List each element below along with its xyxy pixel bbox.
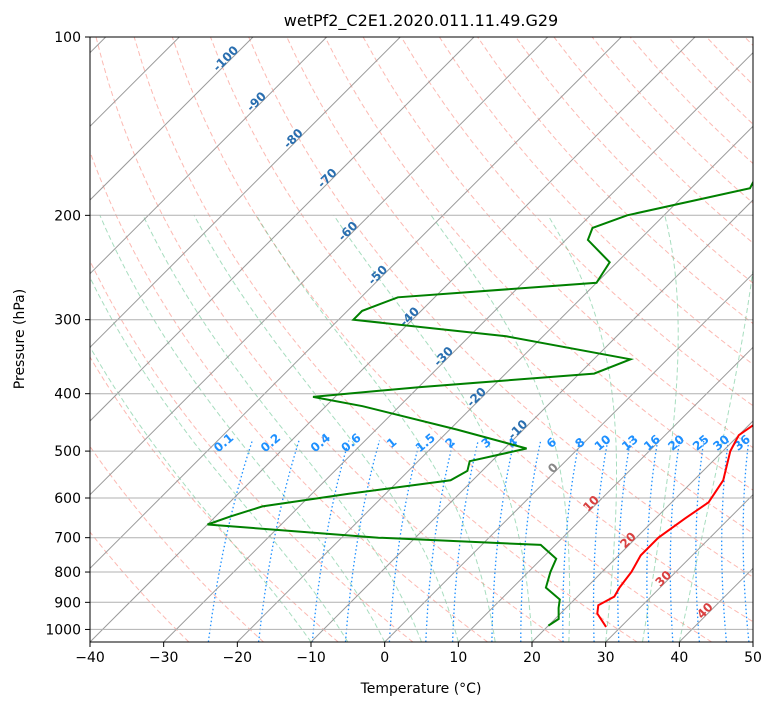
x-tick-label: −30 (149, 650, 179, 666)
y-tick-label: 900 (54, 595, 81, 611)
mixing-ratio-lines (207, 440, 750, 642)
isotherm-line (90, 37, 622, 570)
moist-adiabat-line (642, 215, 679, 642)
isotherm-line (457, 346, 753, 642)
isotherm-line (310, 199, 753, 642)
y-axis-title: Pressure (hPa) (12, 289, 28, 389)
x-tick-label: 40 (670, 650, 688, 666)
isotherm-line (90, 37, 254, 201)
isotherm-line (90, 37, 328, 275)
dry-adiabat-line (438, 37, 753, 366)
mixing-ratio-line (669, 440, 681, 642)
dry-adiabat-line (324, 37, 753, 491)
moist-adiabat-line (90, 276, 349, 642)
y-tick-label: 200 (54, 208, 81, 224)
dry-adiabat-line (171, 37, 712, 642)
moist-adiabat-line (255, 215, 496, 642)
moist-adiabats (90, 215, 753, 642)
x-tick-label: −10 (296, 650, 326, 666)
temperature-profile-line (596, 424, 753, 628)
y-tick-label: 300 (54, 313, 81, 329)
mixing-ratio-line (207, 440, 253, 642)
moist-adiabat-line (142, 215, 422, 642)
dry-adiabat-line (90, 531, 190, 642)
mixing-ratio-line (721, 440, 729, 642)
dry-adiabat-line (90, 356, 339, 642)
y-tick-label: 100 (54, 30, 81, 46)
x-tick-label: −40 (75, 650, 105, 666)
isotherm-line (90, 37, 549, 496)
mixing-ratio-line (344, 440, 381, 642)
x-tick-label: −20 (223, 650, 253, 666)
pressure-gridlines (90, 37, 753, 630)
y-tick-label: 400 (54, 387, 81, 403)
moist-adiabat-line (430, 215, 571, 642)
dry-adiabat-line (400, 37, 753, 407)
moist-adiabat-line (99, 215, 386, 642)
isotherm-line (236, 125, 753, 642)
mixing-ratio-line (646, 440, 659, 642)
x-axis-title: Temperature (°C) (360, 681, 482, 697)
mixing-ratio-line (425, 440, 455, 642)
moist-adiabat-line (678, 265, 753, 642)
x-tick-label: 30 (597, 650, 615, 666)
mixing-ratio-line (695, 440, 705, 642)
profiles (207, 180, 753, 628)
isotherm-line (90, 37, 401, 349)
dry-adiabat-line (90, 150, 488, 642)
x-tick-label: 0 (380, 650, 389, 666)
isotherm-line (163, 51, 753, 642)
moist-adiabat-line (193, 215, 459, 642)
chart-title: wetPf2_C2E1.2020.011.11.49.G29 (284, 11, 558, 31)
dewpoint-profile-line (207, 180, 753, 627)
mixing-ratio-line (388, 440, 421, 642)
dry-adiabat-line (248, 37, 753, 578)
y-tick-label: 800 (54, 565, 81, 581)
x-axis: −40 −30 −20 −10 0 10 20 30 40 50 (75, 642, 762, 666)
dry-adiabat-line (210, 37, 753, 623)
y-tick-label: 500 (54, 444, 81, 460)
isotherm-line (605, 493, 753, 642)
mixing-ratio-line (311, 440, 350, 642)
x-tick-label: 10 (449, 650, 467, 666)
isotherm-line (90, 37, 696, 642)
dry-adiabat-line (95, 37, 563, 642)
x-tick-label: 20 (523, 650, 541, 666)
y-tick-label: 700 (54, 531, 81, 547)
isotherm-lines (90, 37, 753, 642)
y-tick-label: 600 (54, 491, 81, 507)
mixing-ratio-line (592, 440, 609, 642)
dry-adiabat-line (90, 445, 264, 642)
mixing-ratio-line (520, 440, 542, 642)
x-tick-label: 50 (744, 650, 762, 666)
mixing-ratio-line (491, 440, 515, 642)
plot-frame (89, 36, 754, 643)
y-axis: 100 200 300 400 500 600 700 800 900 1000 (45, 30, 90, 638)
mixing-ratio-line (562, 440, 581, 642)
dry-adiabat-line (133, 37, 638, 642)
y-tick-label: 1000 (45, 622, 81, 638)
mixing-ratio-line (742, 440, 750, 642)
mixing-ratio-line (451, 440, 479, 642)
mixing-ratio-line (617, 440, 632, 642)
dry-adiabat-line (515, 37, 753, 284)
isotherm-line (384, 272, 753, 642)
moist-adiabat-line (547, 215, 617, 642)
isotherm-line (90, 37, 475, 422)
moist-adiabat-line (90, 345, 312, 642)
isotherm-line (531, 420, 753, 642)
